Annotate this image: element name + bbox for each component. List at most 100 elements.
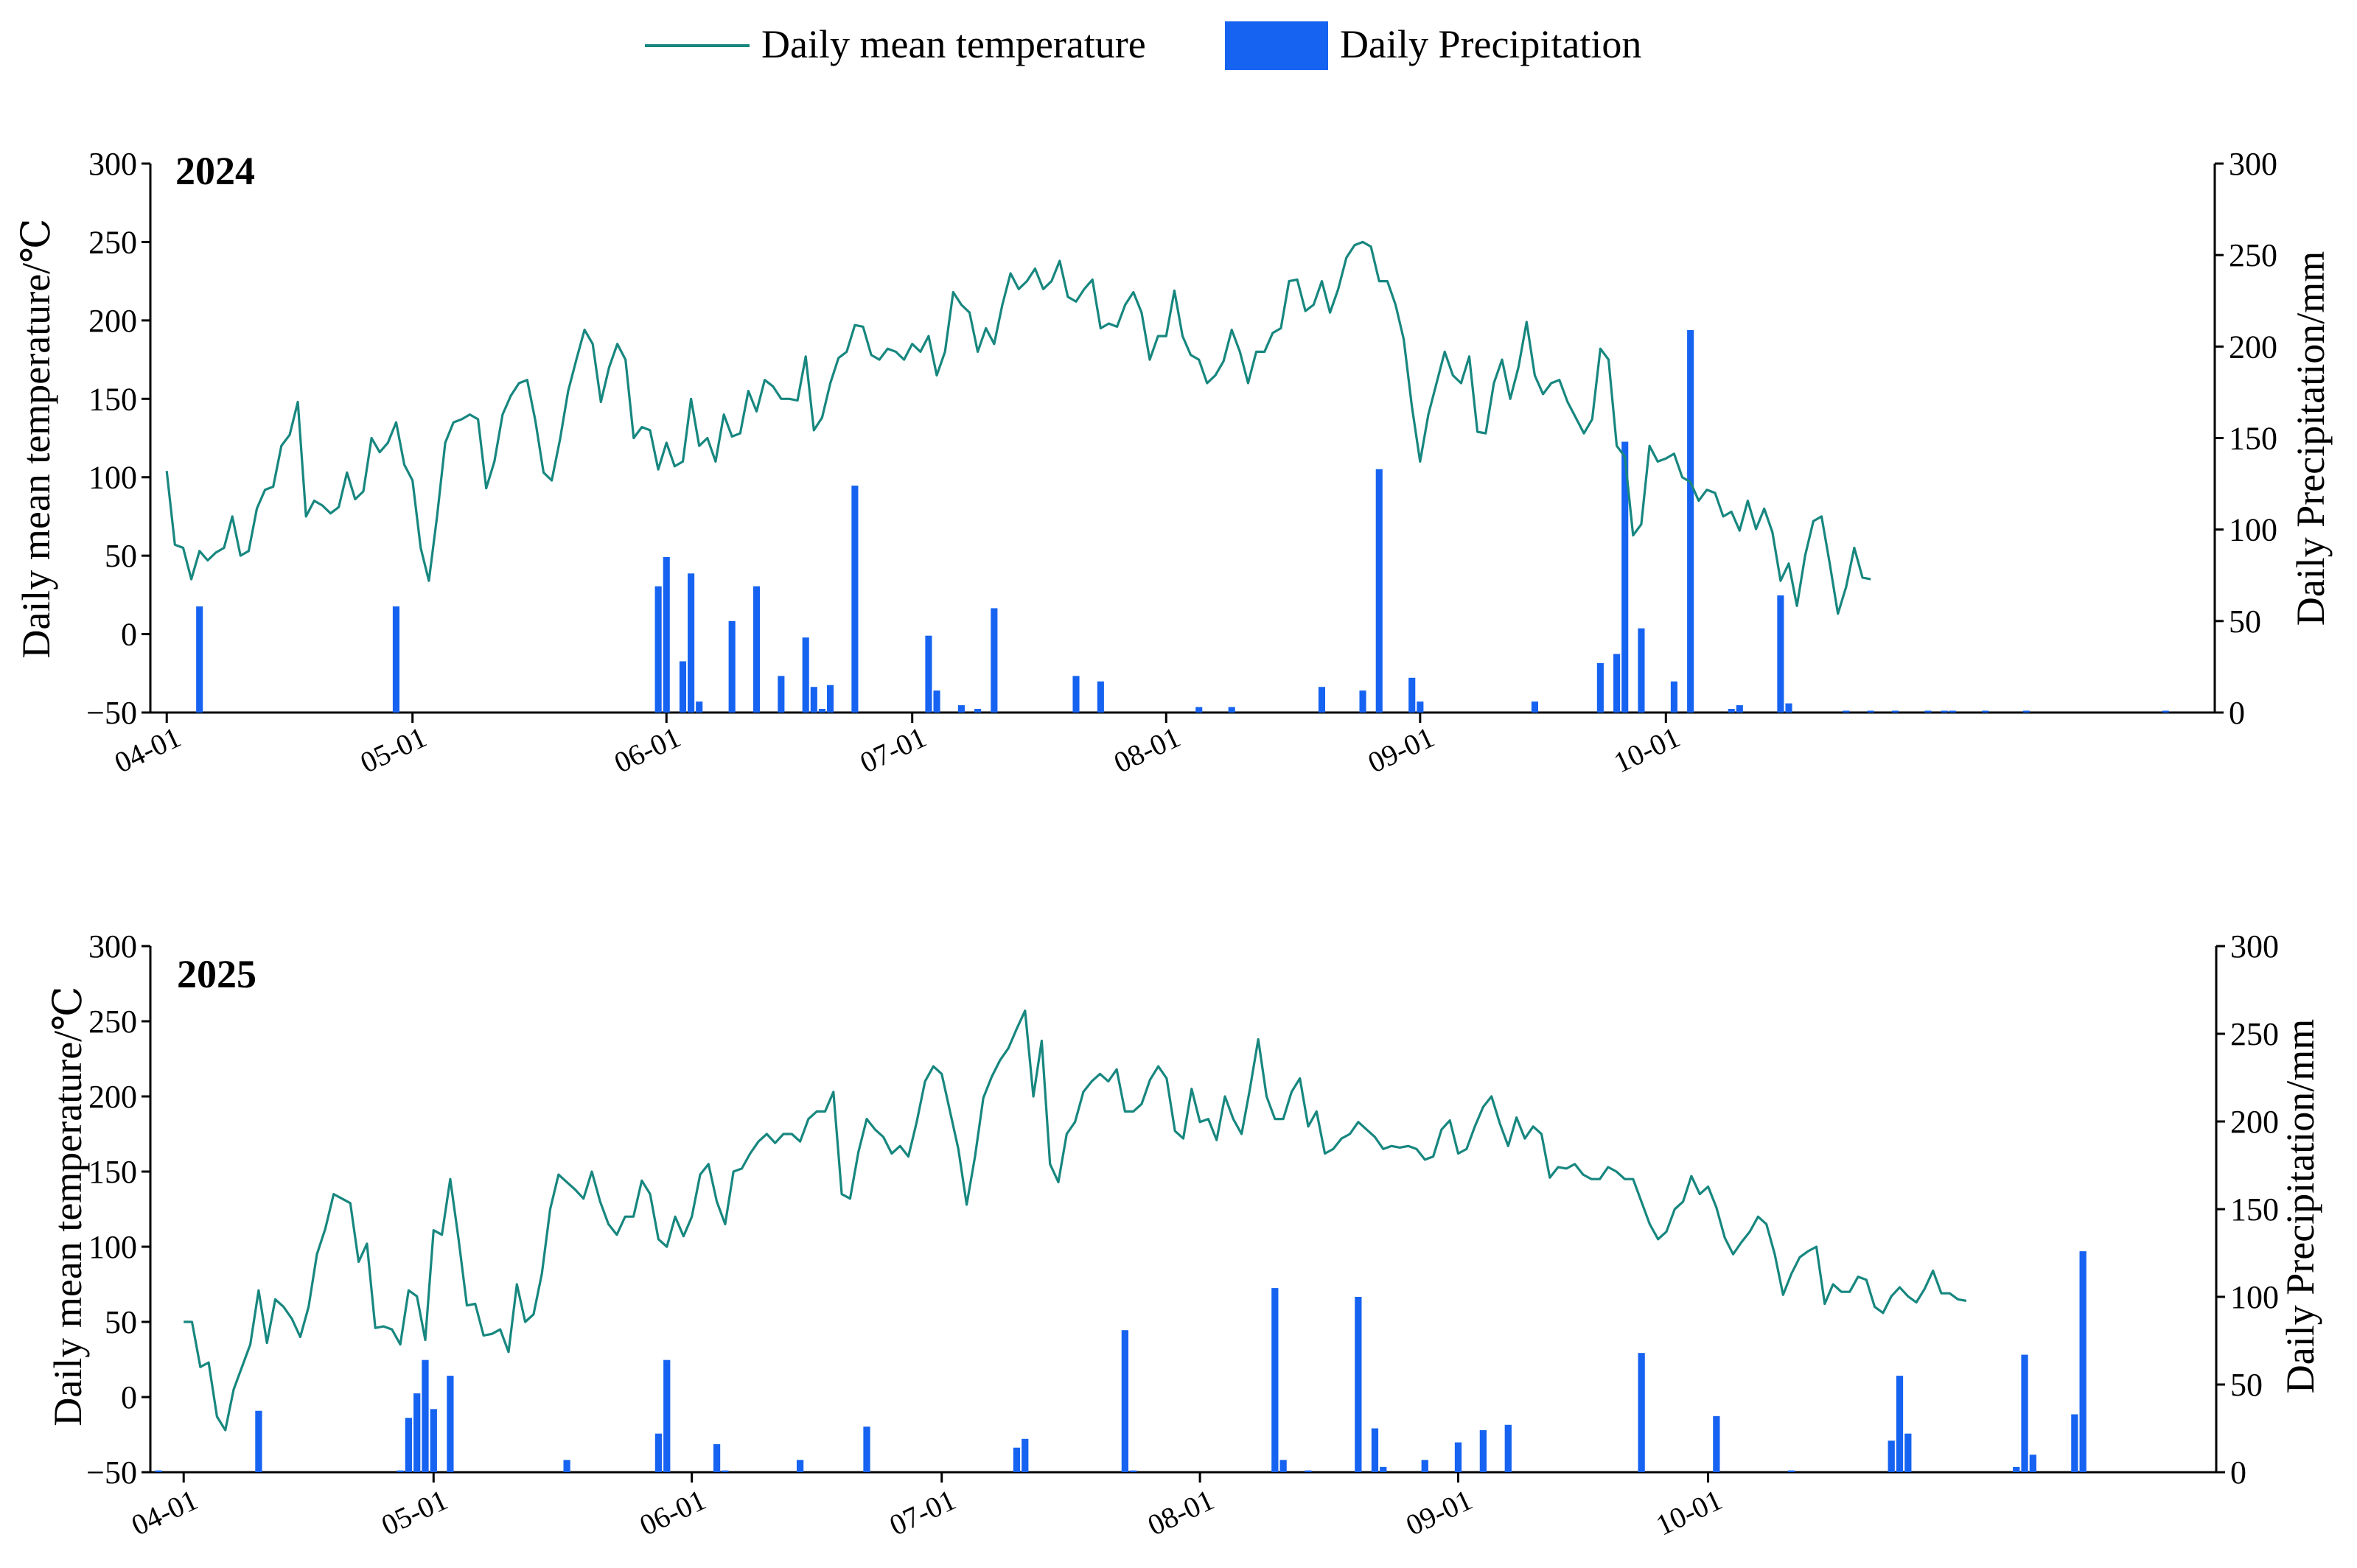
precipitation-bar <box>957 705 965 713</box>
y-tick-label-left: 50 <box>105 538 137 574</box>
precipitation-bar <box>1843 710 1850 713</box>
precipitation-bar <box>810 687 817 713</box>
y-tick-label-right: 0 <box>2230 1455 2246 1491</box>
precipitation-bar <box>2071 1414 2078 1472</box>
x-tick-label: 06-01 <box>635 1483 711 1541</box>
precipitation-bar <box>2013 1466 2020 1472</box>
precipitation-bar <box>1982 710 1989 713</box>
precipitation-bar <box>2162 710 2169 713</box>
precipitation-bar <box>563 1460 570 1472</box>
y-tick-label-left: 50 <box>105 1304 137 1340</box>
precipitation-bar <box>796 1460 804 1472</box>
y-tick-label-right: 250 <box>2229 237 2277 273</box>
precipitation-bar <box>1097 681 1104 713</box>
x-tick-label: 07-01 <box>855 720 932 779</box>
y-tick-label-left: 150 <box>88 1154 137 1190</box>
panel-label: 2024 <box>175 149 255 193</box>
y-tick-label-left: 200 <box>88 303 137 339</box>
y-tick-label-right: 200 <box>2229 329 2277 365</box>
precipitation-bar <box>713 1443 721 1472</box>
precipitation-bar <box>1408 677 1416 713</box>
precipitation-bar <box>1924 710 1932 713</box>
precipitation-bar <box>1479 1429 1487 1472</box>
x-tick-label: 10-01 <box>1608 720 1685 779</box>
precipitation-bar <box>722 1470 729 1472</box>
y-tick-label-right: 250 <box>2230 1016 2279 1052</box>
precipitation-bar <box>991 608 998 713</box>
y-tick-label-left: −50 <box>86 695 137 731</box>
precipitation-bar <box>1896 1376 1904 1472</box>
y-tick-label-left: 250 <box>88 224 137 260</box>
precipitation-bar <box>405 1418 413 1472</box>
precipitation-bar <box>826 685 834 713</box>
y-tick-label-right: 300 <box>2229 146 2277 182</box>
precipitation-bar <box>1130 1470 1137 1472</box>
precipitation-bar <box>1318 687 1326 713</box>
precipitation-bar <box>1305 1470 1312 1472</box>
x-tick-label: 04-01 <box>126 1483 203 1541</box>
y-tick-label-left: 150 <box>88 381 137 417</box>
precipitation-bar <box>753 586 761 713</box>
precipitation-bar <box>2022 710 2030 713</box>
precipitation-bar <box>1531 701 1539 713</box>
precipitation-bar <box>863 1427 870 1472</box>
precipitation-bar <box>155 1470 162 1472</box>
y-tick-label-left: 0 <box>121 617 137 653</box>
y-tick-label-left: 200 <box>88 1079 137 1115</box>
x-tick-label: 06-01 <box>609 720 685 779</box>
precipitation-bar <box>1888 1441 1895 1472</box>
panel-2025: 2025 Daily mean temperature/℃ Daily Prec… <box>46 928 2322 1542</box>
precipitation-bar <box>696 701 703 713</box>
y-tick-label-right: 150 <box>2230 1191 2279 1228</box>
precipitation-bar <box>1596 662 1604 713</box>
precipitation-bar <box>1271 1288 1279 1472</box>
precipitation-bar <box>1638 628 1645 713</box>
precipitation-bar <box>663 556 670 713</box>
precipitation-bar <box>1736 705 1743 713</box>
precipitation-bar <box>1380 1466 1387 1472</box>
precipitation-bar <box>654 586 662 713</box>
precipitation-bar <box>1670 681 1677 713</box>
y-tick-label-left: 0 <box>121 1379 137 1415</box>
precipitation-bar <box>1371 1428 1379 1472</box>
precipitation-bar <box>802 637 809 713</box>
precipitation-bar <box>1777 595 1784 713</box>
precipitation-bar <box>1013 1447 1021 1472</box>
legend-temperature-label: Daily mean temperature <box>761 22 1146 66</box>
x-tick-label: 09-01 <box>1363 720 1439 779</box>
x-tick-label: 05-01 <box>355 720 432 779</box>
y-axis-label-left: Daily mean temperature/℃ <box>14 218 58 658</box>
precipitation-bar <box>392 606 400 713</box>
precipitation-bar <box>1949 710 1956 713</box>
panel-label: 2025 <box>177 952 256 996</box>
y-tick-label-left: 100 <box>88 1229 137 1265</box>
y-tick-label-left: 300 <box>88 146 137 182</box>
precipitation-bar <box>728 620 736 713</box>
y-tick-label-right: 100 <box>2230 1279 2279 1315</box>
x-tick-label: 09-01 <box>1401 1483 1478 1541</box>
temperature-line <box>184 1009 1967 1432</box>
legend-precipitation-swatch <box>1225 21 1328 70</box>
precipitation-bar <box>447 1376 454 1472</box>
precipitation-bar <box>1279 1460 1287 1472</box>
x-tick-label: 05-01 <box>376 1483 453 1541</box>
x-tick-label: 08-01 <box>1142 1483 1219 1541</box>
y-axis-label-left: Daily mean temperature/℃ <box>46 986 90 1426</box>
x-tick-label: 10-01 <box>1651 1483 1728 1541</box>
precipitation-bar <box>2021 1354 2028 1472</box>
precipitation-bar <box>663 1359 671 1472</box>
precipitation-bar <box>1504 1424 1512 1472</box>
precipitation-bar <box>1417 701 1424 713</box>
precipitation-bar <box>1891 710 1899 713</box>
precipitation-bar <box>196 606 203 713</box>
y-tick-label-right: 0 <box>2229 695 2245 731</box>
precipitation-bar <box>688 573 695 713</box>
y-tick-label-left: 250 <box>88 1004 137 1040</box>
precipitation-bar <box>1228 707 1235 713</box>
y-axis-label-right: Daily Precipitation/mm <box>2278 1019 2322 1393</box>
precipitation-bar <box>1421 1460 1428 1472</box>
precipitation-bar <box>1687 329 1694 713</box>
precipitation-bar <box>1785 703 1792 713</box>
y-tick-label-right: 50 <box>2229 603 2261 640</box>
